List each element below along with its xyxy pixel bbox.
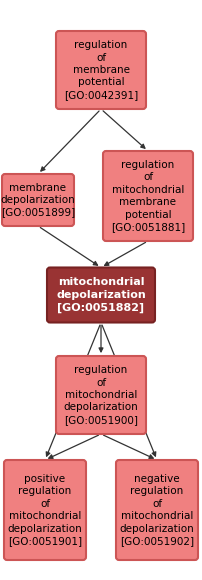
- FancyBboxPatch shape: [4, 460, 86, 560]
- Text: regulation
of
membrane
potential
[GO:0042391]: regulation of membrane potential [GO:004…: [64, 40, 138, 100]
- FancyBboxPatch shape: [103, 151, 193, 241]
- Text: negative
regulation
of
mitochondrial
depolarization
[GO:0051902]: negative regulation of mitochondrial dep…: [120, 474, 194, 546]
- Text: membrane
depolarization
[GO:0051899]: membrane depolarization [GO:0051899]: [1, 183, 75, 218]
- Text: regulation
of
mitochondrial
depolarization
[GO:0051900]: regulation of mitochondrial depolarizati…: [64, 365, 138, 425]
- FancyBboxPatch shape: [2, 174, 74, 226]
- Text: mitochondrial
depolarization
[GO:0051882]: mitochondrial depolarization [GO:0051882…: [56, 277, 146, 313]
- FancyBboxPatch shape: [47, 267, 155, 322]
- FancyBboxPatch shape: [56, 356, 146, 434]
- FancyBboxPatch shape: [116, 460, 198, 560]
- Text: regulation
of
mitochondrial
membrane
potential
[GO:0051881]: regulation of mitochondrial membrane pot…: [111, 160, 185, 232]
- FancyBboxPatch shape: [56, 31, 146, 109]
- Text: positive
regulation
of
mitochondrial
depolarization
[GO:0051901]: positive regulation of mitochondrial dep…: [8, 474, 82, 546]
